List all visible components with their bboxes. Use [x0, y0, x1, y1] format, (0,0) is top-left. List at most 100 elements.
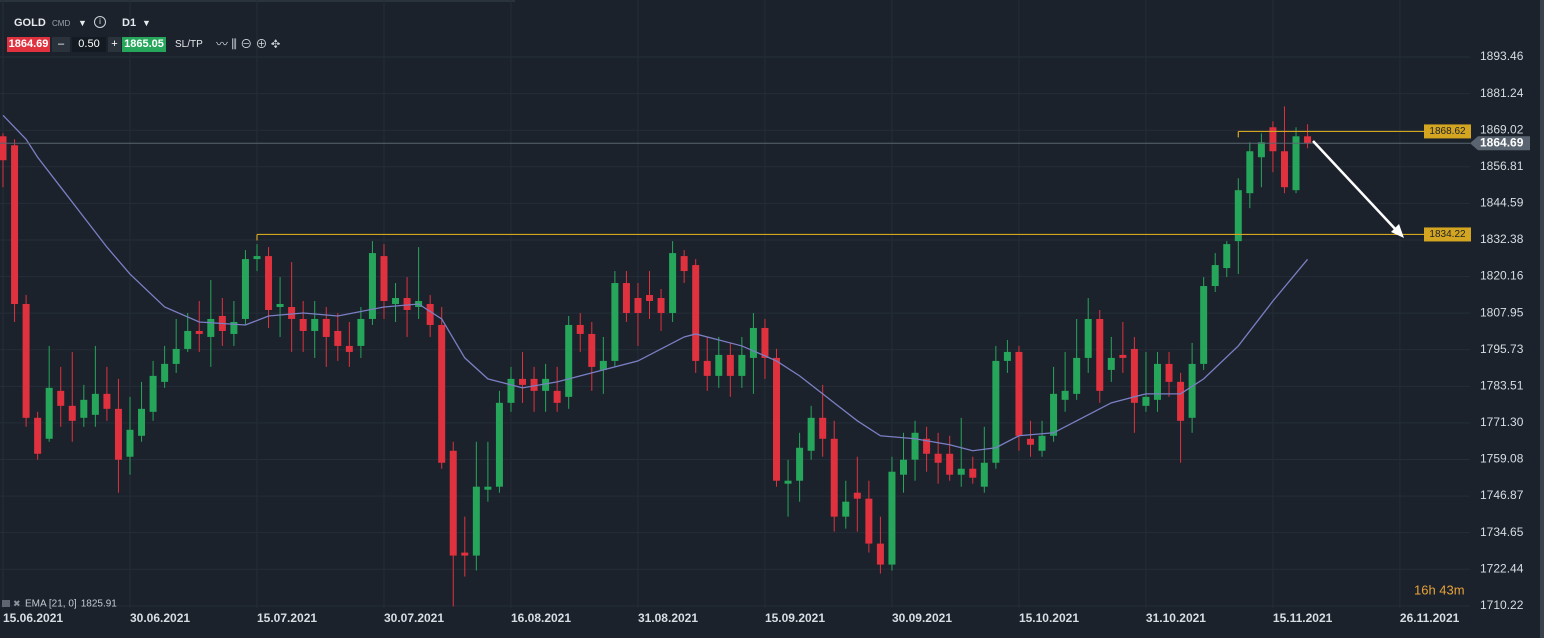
dropdown[interactable]: ▼ [78, 18, 87, 28]
indicator-name: EMA [21, 0] [25, 599, 77, 610]
candle-body [57, 390, 65, 406]
y-tick-label: 1807.95 [1480, 305, 1524, 319]
candle-body [634, 298, 642, 313]
last-price-label: 1864.69 [1480, 135, 1524, 149]
level-label: 1834.22 [1429, 229, 1466, 240]
candle-body [22, 304, 30, 418]
candle-body [807, 417, 815, 451]
candle-body [438, 324, 446, 463]
candle-body [403, 298, 411, 310]
candle-body [830, 438, 838, 517]
info-icon[interactable]: i [94, 16, 106, 28]
level-label: 1868.62 [1429, 126, 1466, 137]
candle-body [1119, 354, 1127, 358]
icon-close: ✖ [13, 598, 21, 608]
candle-body [588, 333, 596, 367]
candle-body [184, 330, 192, 349]
candle-body [992, 360, 1000, 463]
x-tick-label: 30.07.2021 [384, 611, 444, 625]
candle-body [819, 417, 827, 439]
candle-body [0, 136, 7, 161]
candle-body [1304, 136, 1312, 144]
y-tick-label: 1893.46 [1480, 49, 1524, 63]
candle-body [646, 295, 654, 302]
candle-body [669, 253, 677, 313]
candle-body [126, 429, 134, 457]
candle-body [91, 393, 99, 415]
candle-body [484, 486, 492, 490]
volume-plus[interactable]: + [108, 37, 121, 52]
candle-body [911, 432, 919, 460]
candle-body [576, 324, 584, 334]
candle-body [195, 330, 203, 334]
candle-body [1003, 351, 1011, 361]
candle-body [322, 318, 330, 337]
candle-body [773, 357, 781, 481]
volume-minus[interactable]: – [52, 37, 70, 52]
candle-body [1038, 435, 1046, 451]
candle-body [565, 324, 573, 397]
x-tick-label: 30.09.2021 [892, 611, 952, 625]
candle-body [1153, 363, 1161, 400]
candle-body [1188, 363, 1196, 418]
candle-body [599, 360, 607, 370]
candle-body [230, 321, 238, 334]
y-tick-label: 1795.73 [1480, 342, 1524, 356]
candle-body [957, 468, 965, 475]
candle-body [1165, 363, 1173, 382]
candle-body [692, 265, 700, 361]
x-tick-label: 15.09.2021 [765, 611, 825, 625]
y-tick-label: 1771.30 [1480, 415, 1524, 429]
candle-body [1107, 357, 1115, 370]
candle-body [1050, 393, 1058, 436]
candle-body [934, 453, 942, 463]
symbol[interactable]: GOLD [14, 17, 46, 29]
arrow-head [1391, 224, 1404, 238]
candle-body [1073, 357, 1081, 394]
candle-body [761, 327, 769, 358]
candle-body [1257, 142, 1265, 158]
level-tag [1424, 124, 1471, 139]
candle-body [1292, 136, 1300, 191]
timeframe[interactable]: D1 [122, 17, 137, 29]
candle-body [495, 402, 503, 487]
x-tick-label: 31.08.2021 [638, 611, 698, 625]
candle-body [1142, 396, 1150, 406]
candle-body [288, 306, 296, 319]
dropdown[interactable]: ▼ [142, 18, 151, 28]
sell-button[interactable]: 1864.69 [7, 37, 50, 52]
candle-body [842, 501, 850, 517]
icon [2, 600, 10, 607]
tool-icons[interactable]: 〰 ⫼ ⊖ ⊕ ✥ [216, 37, 281, 51]
candle-body [1234, 190, 1242, 242]
candle-body [657, 298, 665, 313]
x-tick-label: 30.06.2021 [130, 611, 190, 625]
candle-body [368, 253, 376, 319]
sltp-button[interactable]: SL/TP [175, 39, 203, 50]
y-tick-label: 1783.51 [1480, 379, 1524, 393]
candle-body [241, 259, 249, 319]
candle-body [876, 543, 884, 565]
candle-body [1211, 265, 1219, 287]
candle-body [68, 405, 76, 421]
candle-body [853, 492, 861, 499]
volume[interactable]: 0.50 [72, 37, 106, 52]
candle-body [680, 256, 688, 272]
candle-body [1084, 318, 1092, 358]
y-tick-label: 1856.81 [1480, 159, 1524, 173]
candle-body [507, 378, 515, 403]
candle-body [726, 354, 734, 376]
x-tick-label: 15.06.2021 [3, 611, 63, 625]
ema-line [2, 114, 1309, 452]
buy-button[interactable]: 1865.05 [122, 37, 166, 52]
candle-body [796, 447, 804, 481]
candle-body [299, 318, 307, 331]
x-tick-label: 15.10.2021 [1019, 611, 1079, 625]
candle-body [45, 387, 53, 439]
candle-body [11, 145, 19, 304]
candle-body [749, 327, 757, 358]
candle-body [161, 363, 169, 382]
candle-body [553, 390, 561, 403]
